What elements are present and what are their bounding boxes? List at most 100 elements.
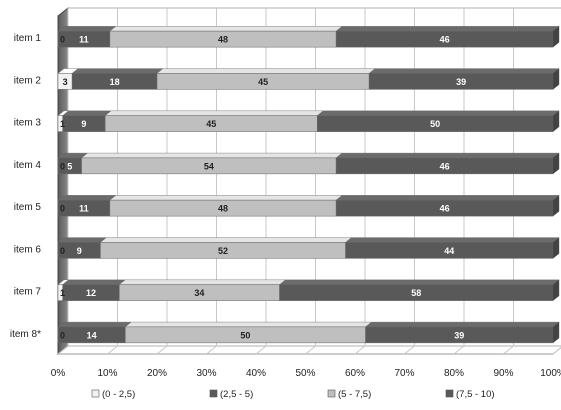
- x-tick-label: 90%: [493, 368, 513, 379]
- data-label: 48: [218, 204, 228, 214]
- x-tick-label: 0%: [51, 368, 66, 379]
- data-label: 0: [60, 246, 65, 256]
- category-label: item 8*: [10, 329, 41, 340]
- x-tick-label: 20%: [147, 368, 167, 379]
- x-tick-label: 30%: [196, 368, 216, 379]
- category-label: item 6: [14, 244, 42, 255]
- bar-top: [109, 26, 343, 32]
- floor-gridline: [57, 345, 69, 355]
- bar-top: [156, 68, 376, 74]
- data-label: 1: [60, 119, 65, 129]
- bar-end: [552, 25, 560, 48]
- category-label: item 7: [14, 287, 42, 298]
- x-tick-label: 10%: [97, 368, 117, 379]
- category-label: item 2: [14, 75, 42, 86]
- x-tick-label: 50%: [295, 368, 315, 379]
- floor-gridline: [404, 345, 415, 355]
- data-label: 44: [444, 246, 454, 256]
- bar-top: [118, 279, 287, 285]
- data-label: 5: [67, 161, 72, 171]
- bar-top: [104, 110, 324, 116]
- data-label: 0: [60, 35, 65, 45]
- bar-top: [124, 321, 373, 328]
- data-label: 45: [258, 77, 268, 87]
- bars: [57, 25, 560, 344]
- x-tick-label: 100%: [540, 368, 561, 379]
- bar-top: [335, 195, 560, 201]
- floor-gridline: [453, 345, 465, 355]
- bar-top: [345, 237, 560, 243]
- data-label: 39: [454, 330, 464, 340]
- data-label: 1: [60, 288, 65, 298]
- data-label: 45: [206, 119, 216, 129]
- category-axis-labels: item 1 item 2 item 3 item 4 item 5 item 6 item…: [10, 33, 42, 340]
- bar-top: [57, 26, 117, 32]
- data-label: 3: [63, 77, 68, 87]
- bar-top: [368, 68, 560, 74]
- bar-end: [552, 110, 560, 133]
- bar-top: [99, 237, 353, 243]
- legend-label: (5 - 7,5): [338, 389, 371, 400]
- category-label: item 5: [14, 202, 42, 213]
- x-axis-tick-labels: 0% 10% 20% 30% 40% 50% 60% 70% 80% 90% 100%: [51, 368, 561, 379]
- floor: [56, 345, 561, 355]
- bar-end: [552, 152, 560, 175]
- bar-top: [316, 110, 560, 116]
- data-label: 52: [218, 246, 228, 256]
- data-label: 0: [60, 161, 65, 171]
- data-label: 34: [194, 288, 204, 298]
- data-label: 14: [87, 330, 97, 340]
- bar-top: [81, 152, 343, 159]
- data-label: 0: [60, 330, 65, 340]
- bar-top: [335, 26, 560, 32]
- bar-top: [335, 152, 560, 159]
- bar-end: [552, 321, 560, 344]
- bar-end: [552, 237, 560, 259]
- floor-gridline: [552, 346, 561, 355]
- gridlines: [57, 8, 561, 355]
- data-label: 0: [60, 204, 65, 214]
- bar-top: [57, 321, 132, 328]
- data-labels: 0 11 48 463 18 45 391 9 45 500 5 54 460 11 48 460 9 52 441…: [60, 35, 466, 341]
- bar-end: [552, 68, 560, 90]
- data-label: 50: [240, 330, 250, 340]
- bar-top: [62, 110, 112, 116]
- x-tick-label: 70%: [394, 368, 414, 379]
- bar-top: [279, 279, 560, 285]
- legend-swatch: [327, 389, 336, 398]
- floor-gridline: [107, 345, 118, 355]
- floor-gridline: [354, 345, 366, 355]
- legend-label: (2,5 - 5): [220, 389, 253, 400]
- data-label: 9: [81, 119, 86, 129]
- data-label: 39: [456, 77, 466, 87]
- legend-swatch: [91, 389, 100, 398]
- side-wall: [57, 6, 69, 356]
- data-label: 11: [79, 204, 89, 214]
- legend-swatch: [209, 389, 218, 398]
- bar-top: [71, 68, 164, 74]
- plot-frame: [56, 6, 561, 356]
- x-tick-label: 40%: [246, 368, 266, 379]
- bar-top: [57, 237, 107, 243]
- data-label: 48: [218, 35, 228, 45]
- legend: (0 - 2,5) (2,5 - 5) (5 - 7,5) (7,5 - 10): [91, 389, 495, 400]
- data-label: 11: [79, 35, 89, 45]
- bar-top: [365, 321, 560, 328]
- floor-gridline: [503, 345, 514, 355]
- floor-gridline: [206, 345, 217, 355]
- floor-gridline: [305, 345, 316, 355]
- data-label: 46: [440, 204, 450, 214]
- bar-end: [552, 279, 560, 302]
- x-tick-label: 80%: [444, 368, 464, 379]
- bar-end: [552, 194, 560, 217]
- data-label: 50: [430, 119, 440, 129]
- bar-top: [109, 195, 343, 201]
- floor-gridline: [156, 345, 168, 355]
- category-label: item 4: [14, 160, 42, 171]
- data-label: 46: [440, 35, 450, 45]
- data-label: 54: [204, 161, 214, 171]
- legend-label: (0 - 2,5): [102, 389, 135, 400]
- data-label: 58: [411, 288, 421, 298]
- category-label: item 1: [14, 33, 42, 44]
